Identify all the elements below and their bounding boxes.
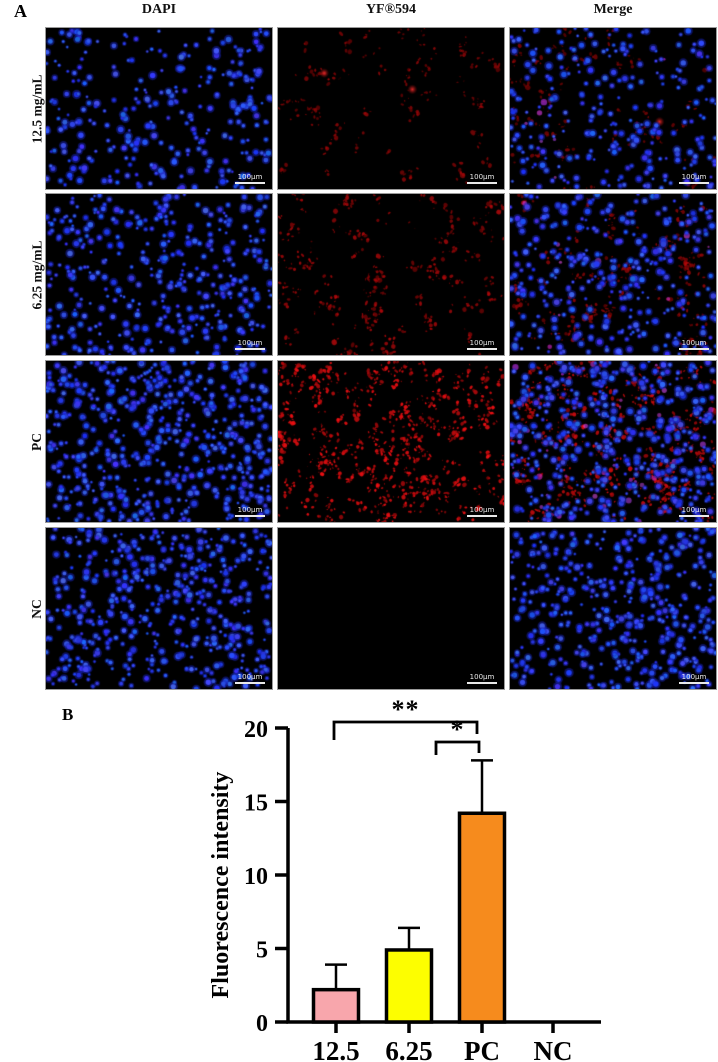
row-label-text: NC [29, 598, 44, 619]
micrograph-row2-dapi: 100μm [45, 193, 273, 356]
scale-bar: 100μm [467, 674, 497, 684]
scale-bar-line [679, 515, 709, 517]
scale-bar-label: 100μm [237, 673, 263, 681]
micrograph-row4-dapi: 100μm [45, 527, 273, 690]
x-tick-label-PC: PC [464, 1036, 500, 1062]
scale-bar-label: 100μm [469, 673, 495, 681]
micrograph-row1-merge: 100μm [509, 27, 717, 190]
panel-b-label: B [62, 705, 74, 724]
micrograph-image [46, 361, 272, 522]
scale-bar-label: 100μm [469, 173, 495, 181]
row-label-text: 12.5 mg/mL [29, 74, 44, 143]
scale-bar: 100μm [467, 174, 497, 184]
micrograph-image [46, 28, 272, 189]
scale-bar: 100μm [235, 340, 265, 350]
scale-bar: 100μm [235, 174, 265, 184]
significance-stars-12.5-vs-PC: ** [392, 695, 420, 724]
scale-bar-label: 100μm [469, 339, 495, 347]
micrograph-image [46, 528, 272, 689]
scale-bar-label: 100μm [681, 339, 707, 347]
micrograph-image [278, 361, 504, 522]
scale-bar-label: 100μm [681, 506, 707, 514]
micrograph-row4-yf594: 100μm [277, 527, 505, 690]
micrograph-row2-merge: 100μm [509, 193, 717, 356]
significance-stars-6.25-vs-PC: * [451, 715, 465, 744]
scale-bar-line [679, 182, 709, 184]
chart-axes [286, 728, 601, 1024]
micrograph-image [510, 28, 716, 189]
row-label-text: PC [29, 432, 44, 451]
scale-bar-line [679, 682, 709, 684]
bar-PC [457, 811, 507, 1024]
significance-bracket-6.25-vs-PC [434, 740, 481, 755]
bar-12.5 [311, 987, 361, 1024]
scale-bar-line [235, 515, 265, 517]
y-tick-label-0: 0 [256, 1011, 268, 1037]
scale-bar-label: 100μm [237, 506, 263, 514]
scale-bar-line [235, 348, 265, 350]
x-tick-label-NC: NC [534, 1036, 573, 1062]
x-tick-label-6.25: 6.25 [385, 1036, 432, 1062]
micrograph-row2-yf594: 100μm [277, 193, 505, 356]
row-label-6.25-mg-ml: 6.25 mg/mL [25, 193, 49, 356]
micrograph-row3-merge: 100μm [509, 360, 717, 523]
micrograph-image [510, 361, 716, 522]
column-header-merge: Merge [593, 2, 633, 17]
y-tick-label-5: 5 [256, 938, 268, 964]
panel-a-label: A [14, 1, 27, 21]
scale-bar: 100μm [679, 507, 709, 517]
scale-bar-line [235, 182, 265, 184]
micrograph-row3-dapi: 100μm [45, 360, 273, 523]
micrograph-image [278, 194, 504, 355]
scale-bar-line [467, 682, 497, 684]
scale-bar-line [467, 515, 497, 517]
micrograph-row3-yf594: 100μm [277, 360, 505, 523]
scale-bar-line [235, 682, 265, 684]
scale-bar-line [467, 348, 497, 350]
micrograph-image [510, 194, 716, 355]
column-header-dapi: DAPI [141, 2, 177, 17]
y-tick-label-20: 20 [244, 717, 268, 743]
row-label-pc: PC [25, 360, 49, 523]
scale-bar-line [467, 182, 497, 184]
y-tick-label-15: 15 [244, 791, 268, 817]
scale-bar: 100μm [679, 340, 709, 350]
scale-bar: 100μm [679, 174, 709, 184]
column-header-yf594: YF®594 [365, 2, 417, 17]
scale-bar: 100μm [235, 674, 265, 684]
micrograph-image [46, 194, 272, 355]
row-label-nc: NC [25, 527, 49, 690]
scale-bar-label: 100μm [681, 673, 707, 681]
scale-bar: 100μm [467, 507, 497, 517]
micrograph-row1-yf594: 100μm [277, 27, 505, 190]
x-tick-label-12.5: 12.5 [312, 1036, 359, 1062]
micrograph-image [278, 528, 504, 689]
micrograph-image [510, 528, 716, 689]
micrograph-image [278, 28, 504, 189]
scale-bar-label: 100μm [681, 173, 707, 181]
y-tick-label-10: 10 [244, 864, 268, 890]
scale-bar: 100μm [467, 340, 497, 350]
bar-6.25 [384, 948, 434, 1024]
scale-bar-label: 100μm [469, 506, 495, 514]
micrograph-row4-merge: 100μm [509, 527, 717, 690]
scale-bar: 100μm [235, 507, 265, 517]
y-axis-title: Fluorescence intensity [208, 772, 234, 999]
scale-bar-label: 100μm [237, 173, 263, 181]
row-label-12.5-mg-ml: 12.5 mg/mL [25, 27, 49, 190]
row-label-text: 6.25 mg/mL [29, 240, 44, 309]
scale-bar-label: 100μm [237, 339, 263, 347]
scale-bar-line [679, 348, 709, 350]
significance-bracket-12.5-vs-PC [332, 720, 479, 740]
scale-bar: 100μm [679, 674, 709, 684]
micrograph-row1-dapi: 100μm [45, 27, 273, 190]
